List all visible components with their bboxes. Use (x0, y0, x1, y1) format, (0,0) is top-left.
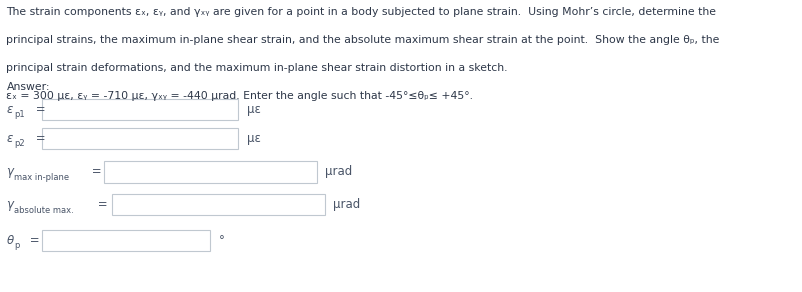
Text: absolute max.: absolute max. (14, 206, 74, 215)
Text: principal strains, the maximum in-plane shear strain, and the absolute maximum s: principal strains, the maximum in-plane … (6, 35, 719, 45)
Text: με: με (246, 132, 260, 145)
Text: =: = (94, 199, 107, 211)
Text: ε: ε (6, 103, 13, 116)
Text: μrad: μrad (333, 199, 360, 211)
Text: εₓ = 300 με, εᵧ = -710 με, γₓᵧ = -440 μrad. Enter the angle such that -45°≤θₚ≤ +: εₓ = 300 με, εᵧ = -710 με, γₓᵧ = -440 μr… (6, 91, 473, 100)
FancyBboxPatch shape (112, 194, 325, 215)
Text: με: με (246, 103, 260, 116)
Text: =: = (32, 132, 46, 145)
Text: Answer:: Answer: (6, 82, 50, 92)
Text: θ: θ (6, 234, 14, 247)
Text: The strain components εₓ, εᵧ, and γₓᵧ are given for a point in a body subjected : The strain components εₓ, εᵧ, and γₓᵧ ar… (6, 7, 715, 17)
Text: p1: p1 (14, 110, 25, 119)
Text: γ: γ (6, 199, 14, 211)
FancyBboxPatch shape (42, 99, 238, 120)
Text: principal strain deformations, and the maximum in-plane shear strain distortion : principal strain deformations, and the m… (6, 63, 508, 73)
Text: =: = (88, 166, 102, 178)
FancyBboxPatch shape (104, 161, 317, 182)
Text: ε: ε (6, 132, 13, 145)
FancyBboxPatch shape (42, 230, 210, 251)
Text: p: p (14, 241, 20, 250)
Text: °: ° (218, 234, 224, 247)
Text: max in-plane: max in-plane (14, 173, 70, 182)
Text: =: = (26, 234, 40, 247)
Text: p2: p2 (14, 139, 25, 148)
Text: μrad: μrad (325, 166, 352, 178)
FancyBboxPatch shape (42, 128, 238, 149)
Text: γ: γ (6, 166, 14, 178)
Text: =: = (32, 103, 46, 116)
